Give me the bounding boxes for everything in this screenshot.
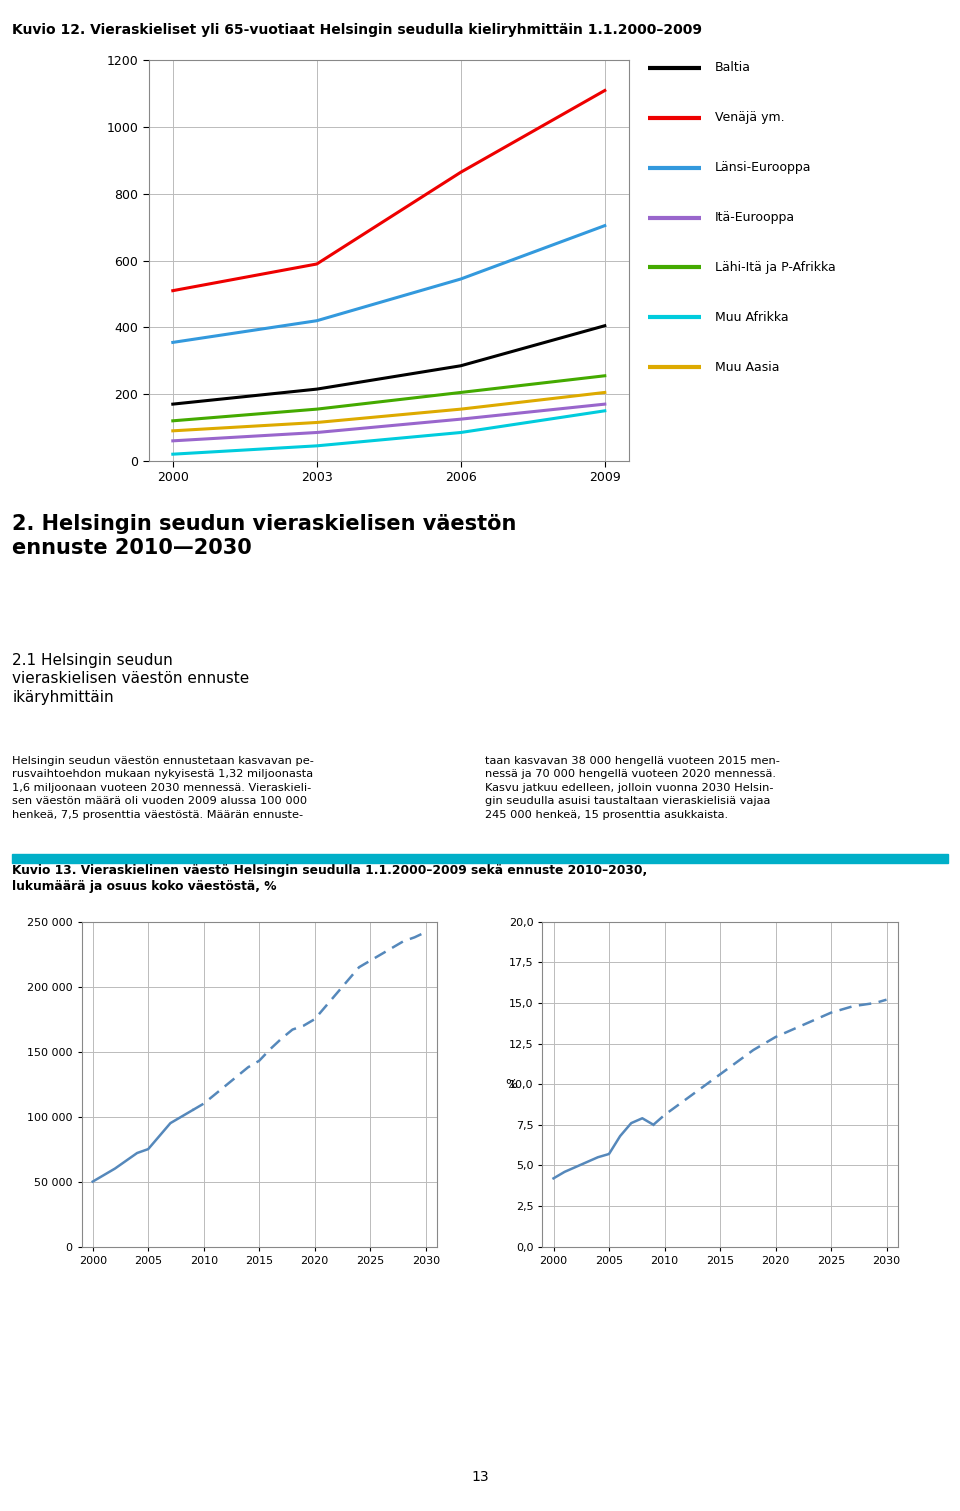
Text: Muu Afrikka: Muu Afrikka (715, 311, 789, 323)
Text: Kuvio 13. Vieraskielinen väestö Helsingin seudulla 1.1.2000–2009 sekä ennuste 20: Kuvio 13. Vieraskielinen väestö Helsingi… (12, 864, 648, 893)
Text: 2.1 Helsingin seudun
vieraskielisen väestön ennuste
ikäryhmittäin: 2.1 Helsingin seudun vieraskielisen väes… (12, 653, 250, 706)
Text: Länsi-Eurooppa: Länsi-Eurooppa (715, 162, 812, 174)
Text: Lähi-Itä ja P-Afrikka: Lähi-Itä ja P-Afrikka (715, 261, 836, 273)
Text: 13: 13 (471, 1470, 489, 1484)
Text: 2. Helsingin seudun vieraskielisen väestön
ennuste 2010—2030: 2. Helsingin seudun vieraskielisen väest… (12, 514, 516, 558)
Text: Kuvio 12. Vieraskieliset yli 65-vuotiaat Helsingin seudulla kieliryhmittäin 1.1.: Kuvio 12. Vieraskieliset yli 65-vuotiaat… (12, 23, 703, 36)
Text: Helsingin seudun väestön ennustetaan kasvavan pe-
rusvaihtoehdon mukaan nykyises: Helsingin seudun väestön ennustetaan kas… (12, 756, 314, 820)
Text: Itä-Eurooppa: Itä-Eurooppa (715, 212, 795, 224)
Text: Venäjä ym.: Venäjä ym. (715, 112, 785, 124)
Text: taan kasvavan 38 000 hengellä vuoteen 2015 men-
nessä ja 70 000 hengellä vuoteen: taan kasvavan 38 000 hengellä vuoteen 20… (485, 756, 780, 820)
Text: %: % (506, 1077, 517, 1091)
Text: Muu Aasia: Muu Aasia (715, 361, 780, 373)
Text: Baltia: Baltia (715, 62, 752, 74)
